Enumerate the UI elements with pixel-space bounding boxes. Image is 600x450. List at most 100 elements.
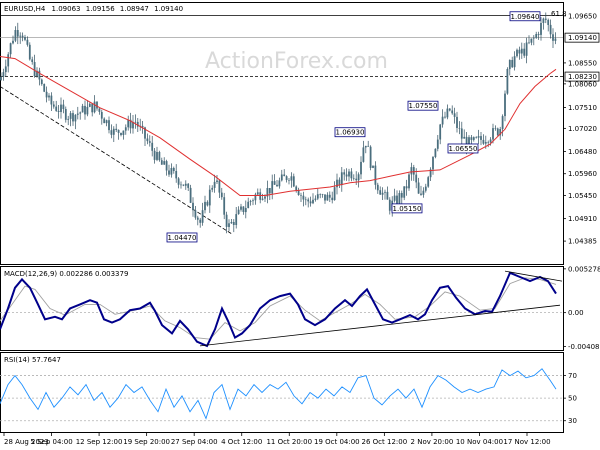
candle-body [132,122,134,129]
candle-body [501,116,504,129]
candle-body [424,186,427,191]
y-axis-labels: 1.09650 1.08550 1.08060 1.07510 1.07020 1.064… [563,12,600,425]
candle-body [28,44,31,60]
candle-body [266,188,269,197]
candle-body [103,118,106,124]
candle-body [348,171,350,177]
candle-body [216,180,218,182]
candle-body [324,194,326,201]
candle-body [343,172,346,175]
candle-body [208,189,211,206]
candle-body [523,48,526,56]
candle-body [352,178,355,179]
candle-body [184,183,187,186]
candle-body [158,152,161,161]
candle-body [170,168,173,175]
candle-body [225,214,228,227]
candle-body [456,116,458,128]
price-tick-label: 1.09650 [568,12,597,20]
candle-body [535,34,538,38]
x-tick-label: 10 Nov 04:00 [456,438,503,446]
candle-body [259,192,262,200]
candle-body [458,128,461,129]
candle-body [223,197,226,215]
candle-body [384,191,386,193]
candle-body [57,110,60,112]
candle-body [403,186,406,198]
candle-body [112,128,115,135]
candle-body [105,120,108,124]
watermark: ActionForex.com [205,49,388,74]
candle-body [4,66,7,73]
candle-body [336,179,338,188]
candle-body [43,84,46,92]
candle-body [177,178,180,185]
candles [0,12,557,234]
candle-body [213,181,216,188]
candle-body [110,130,113,135]
candle-body [187,183,190,188]
price-tick-label: 1.05450 [568,192,597,200]
x-tick-label: 11 Oct 20:00 [266,438,312,446]
candle-body [544,18,547,20]
candle-body [98,108,101,112]
candle-body [408,174,410,189]
candle-body [252,200,254,202]
candle-body [304,199,307,201]
candle-body [547,19,550,25]
candle-body [232,222,235,225]
candle-body [268,188,271,194]
price-panel-frame [0,2,564,265]
candle-body [326,194,329,201]
candle-body [417,182,420,194]
candle-body [33,62,36,76]
candle-body [530,38,533,43]
candle-body [244,208,247,213]
candle-body [93,101,96,113]
candle-body [396,195,398,204]
candle-body [67,118,70,120]
candle-body [254,194,257,201]
candle-body [482,139,485,144]
current-price-tag-box [564,32,600,43]
candle-body [540,23,542,35]
candle-body [362,147,365,162]
candle-body [319,194,322,195]
candle-body [513,56,516,68]
candle-body [60,104,62,112]
candle-body [496,128,499,136]
annotation-box [509,11,541,22]
candle-body [386,191,389,200]
candle-body [201,210,204,223]
candle-body [2,72,5,77]
candle-body [355,178,358,181]
candle-body [340,172,343,186]
candle-body [328,194,331,198]
candle-body [218,180,221,193]
candle-body [434,148,437,157]
macd-trend-line [504,270,563,282]
ohlc-high: 1.09156 [86,5,115,13]
candle-body [81,105,84,113]
candle-body [499,129,502,136]
candle-body [364,145,367,148]
candle-body [189,187,192,203]
candle-body [199,219,202,223]
candle-body [72,113,74,122]
candle-body [480,136,482,140]
candle-body [400,193,403,198]
candle-body [237,209,240,215]
candle-body [172,168,175,171]
candle-body [446,108,449,118]
candle-body [88,103,91,107]
annotation-label: 1.07550 [409,102,438,110]
x-tick-label: 19 Oct 04:00 [314,438,360,446]
candle-body [40,79,43,85]
price-tick-label: 1.07020 [568,125,597,133]
candle-body [367,145,370,147]
rsi-tick-label: 50 [568,395,577,403]
candle-body [463,136,466,139]
macd-tick-label: 0.005278 [568,265,600,273]
